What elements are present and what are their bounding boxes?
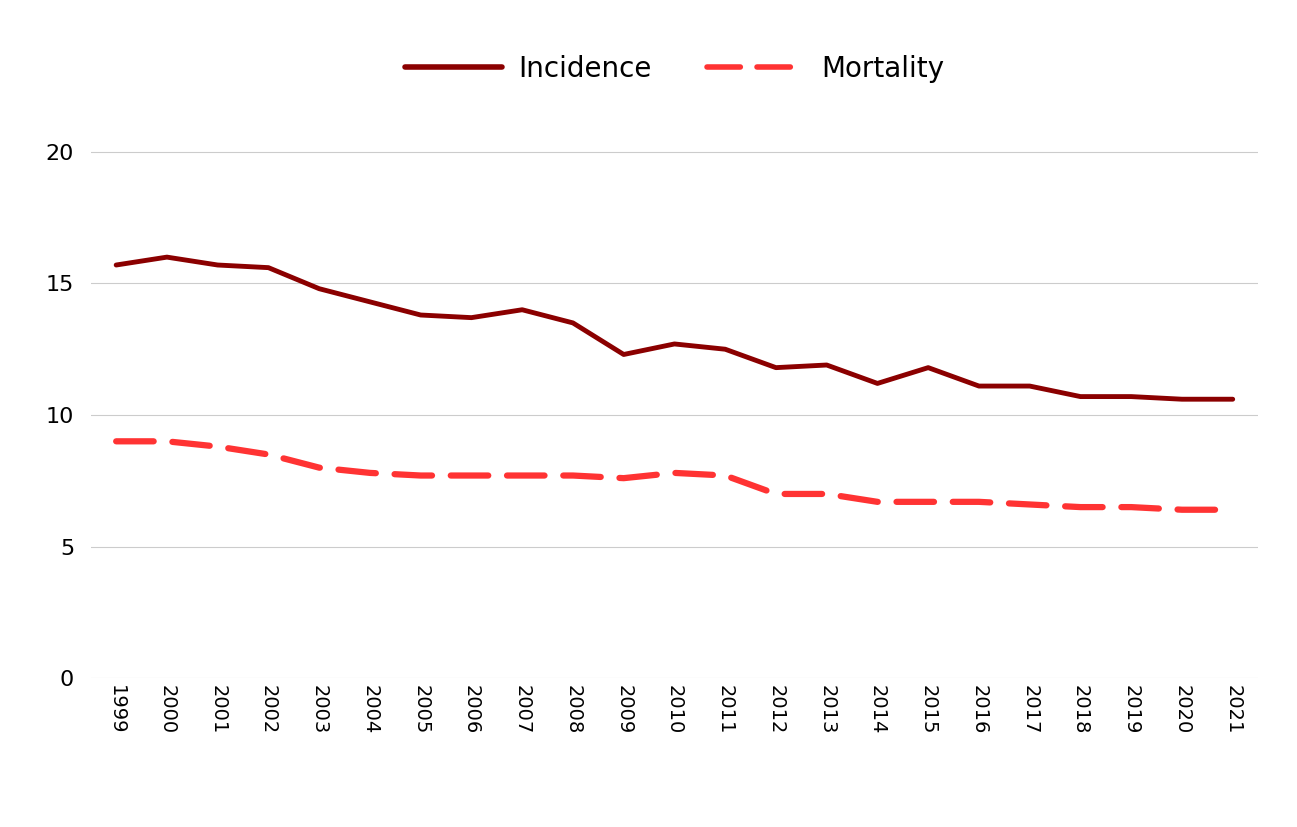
Legend: Incidence, Mortality: Incidence, Mortality: [393, 44, 956, 94]
